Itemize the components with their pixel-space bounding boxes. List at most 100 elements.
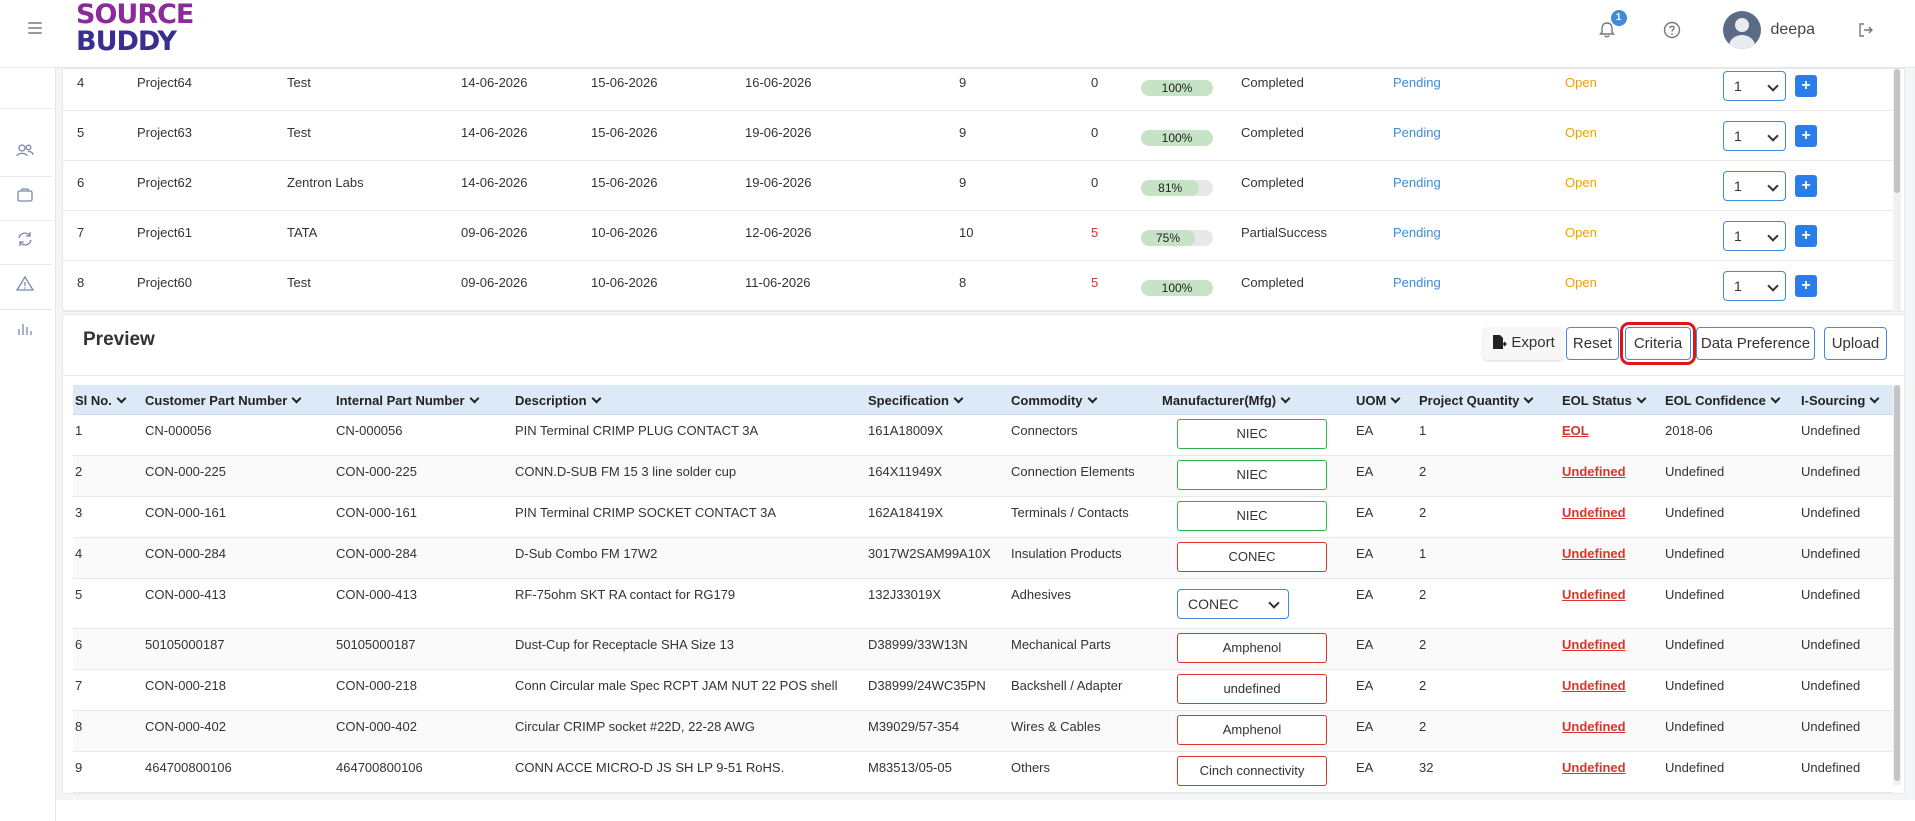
cell-eol[interactable]: Undefined — [1562, 587, 1626, 602]
cell-commodity: Terminals / Contacts — [1011, 505, 1129, 520]
column-header[interactable]: EOL Status — [1562, 393, 1645, 408]
project-name: Project61 — [137, 225, 192, 240]
preview-table-header: Sl No. Customer Part Number Internal Part … — [73, 385, 1893, 415]
project-row[interactable]: 6 Project62 Zentron Labs 14-06-2026 15-06-20… — [63, 161, 1893, 211]
cell-eol[interactable]: Undefined — [1562, 464, 1626, 479]
users-icon[interactable] — [14, 140, 36, 162]
column-header[interactable]: I-Sourcing — [1801, 393, 1878, 408]
cell-commodity: Adhesives — [1011, 587, 1071, 602]
avatar[interactable] — [1722, 11, 1761, 49]
manufacturer-field[interactable]: Amphenol — [1177, 715, 1327, 745]
cell-eol[interactable]: Undefined — [1562, 546, 1626, 561]
cell-eol[interactable]: Undefined — [1562, 678, 1626, 693]
cell-ipn: CON-000-161 — [336, 505, 417, 520]
column-header[interactable]: UOM — [1356, 393, 1399, 408]
logout-icon[interactable] — [1857, 21, 1875, 39]
project-review[interactable]: Pending — [1393, 275, 1441, 290]
cell-desc: D-Sub Combo FM 17W2 — [515, 546, 658, 561]
warning-icon[interactable] — [14, 273, 36, 295]
manufacturer-field[interactable]: Amphenol — [1177, 633, 1327, 663]
notification-bell-icon[interactable]: 1 — [1597, 10, 1627, 40]
criteria-button[interactable]: Criteria — [1620, 322, 1696, 365]
column-header[interactable]: EOL Confidence — [1665, 393, 1779, 408]
projects-scrollbar[interactable] — [1893, 69, 1901, 311]
menu-icon[interactable] — [25, 19, 45, 35]
add-button[interactable]: + — [1795, 275, 1817, 297]
column-header[interactable]: Customer Part Number — [145, 393, 300, 408]
project-row[interactable]: 8 Project60 Test 09-06-2026 10-06-2026 11-06-… — [63, 261, 1893, 311]
project-row[interactable]: 5 Project63 Test 14-06-2026 15-06-2026 19-06-… — [63, 111, 1893, 161]
manufacturer-field[interactable]: CONEC — [1177, 542, 1327, 572]
cell-spec: 132J33019X — [868, 587, 942, 602]
quantity-select[interactable]: 1 — [1723, 271, 1786, 301]
project-row[interactable]: 4 Project64 Test 14-06-2026 15-06-2026 16-06-… — [63, 69, 1893, 111]
cell-qty: 2 — [1419, 505, 1427, 520]
column-header[interactable]: Specification — [868, 393, 962, 408]
project-status: Completed — [1241, 125, 1304, 140]
sidebar-divider — [0, 309, 52, 310]
add-button[interactable]: + — [1795, 175, 1817, 197]
cell-conf: Undefined — [1665, 464, 1725, 479]
cell-conf: Undefined — [1665, 546, 1725, 561]
cell-desc: CONN.D-SUB FM 15 3 line solder cup — [515, 464, 737, 479]
manufacturer-field[interactable]: NIEC — [1177, 460, 1327, 490]
cell-qty: 2 — [1419, 719, 1427, 734]
cell-conf: Undefined — [1665, 505, 1725, 520]
cell-commodity: Backshell / Adapter — [1011, 678, 1123, 693]
manufacturer-field[interactable]: Cinch connectivity — [1177, 756, 1327, 786]
column-header[interactable]: Description — [515, 393, 600, 408]
manufacturer-field[interactable]: NIEC — [1177, 419, 1327, 449]
manufacturer-field[interactable]: NIEC — [1177, 501, 1327, 531]
manufacturer-select[interactable]: CONEC — [1177, 589, 1289, 619]
briefcase-icon[interactable] — [14, 184, 36, 206]
refresh-icon[interactable] — [14, 228, 36, 250]
cell-eol[interactable]: Undefined — [1562, 505, 1626, 520]
username[interactable]: deepa — [1770, 21, 1816, 38]
project-name: Project63 — [137, 125, 192, 140]
column-header[interactable]: Internal Part Number — [336, 393, 478, 408]
project-review[interactable]: Pending — [1393, 175, 1441, 190]
quantity-select[interactable]: 1 — [1723, 121, 1786, 151]
project-row[interactable]: 7 Project61 TATA 09-06-2026 10-06-2026 12-06-… — [63, 211, 1893, 261]
project-date2: 15-06-2026 — [591, 175, 658, 190]
upload-button[interactable]: Upload — [1824, 327, 1887, 360]
help-icon[interactable] — [1663, 21, 1681, 39]
cell-cpn: CON-000-161 — [145, 505, 226, 520]
quantity-select[interactable]: 1 — [1723, 221, 1786, 251]
project-date1: 09-06-2026 — [461, 275, 528, 290]
cell-spec: 164X11949X — [868, 464, 943, 479]
cell-conf: Undefined — [1665, 719, 1725, 734]
add-button[interactable]: + — [1795, 125, 1817, 147]
quantity-select[interactable]: 1 — [1723, 171, 1786, 201]
column-header[interactable]: Manufacturer(Mfg) — [1162, 393, 1289, 408]
cell-eol[interactable]: Undefined — [1562, 719, 1626, 734]
data-preference-button[interactable]: Data Preference — [1696, 327, 1815, 360]
cell-spec: 162A18419X — [868, 505, 944, 520]
cell-cpn: CON-000-402 — [145, 719, 226, 734]
column-header[interactable]: Commodity — [1011, 393, 1096, 408]
cell-eol[interactable]: Undefined — [1562, 760, 1626, 775]
reset-button[interactable]: Reset — [1566, 327, 1619, 360]
project-count: 9 — [959, 75, 967, 90]
column-header[interactable]: Sl No. — [75, 393, 125, 408]
progress-bar: 75% — [1141, 230, 1213, 246]
cell-spec: 3017W2SAM99A10X — [868, 546, 991, 561]
bar-chart-icon[interactable] — [14, 318, 36, 340]
quantity-select[interactable]: 1 — [1723, 71, 1786, 101]
progress-label: 100% — [1141, 80, 1213, 96]
cell-cpn: CN-000056 — [145, 423, 212, 438]
cell-eol[interactable]: Undefined — [1562, 637, 1626, 652]
cell-eol[interactable]: EOL — [1562, 423, 1589, 438]
add-button[interactable]: + — [1795, 225, 1817, 247]
project-review[interactable]: Pending — [1393, 75, 1441, 90]
project-review[interactable]: Pending — [1393, 225, 1441, 240]
add-button[interactable]: + — [1795, 75, 1817, 97]
preview-scrollbar[interactable] — [1893, 385, 1901, 785]
project-review[interactable]: Pending — [1393, 125, 1441, 140]
column-header[interactable]: Project Quantity — [1419, 393, 1532, 408]
export-button[interactable]: Export — [1483, 327, 1563, 360]
manufacturer-field[interactable]: undefined — [1177, 674, 1327, 704]
cell-desc: RF-75ohm SKT RA contact for RG179 — [515, 587, 736, 602]
logo[interactable]: SOURCE BUDDY — [76, 1, 194, 59]
project-customer: TATA — [287, 225, 318, 240]
